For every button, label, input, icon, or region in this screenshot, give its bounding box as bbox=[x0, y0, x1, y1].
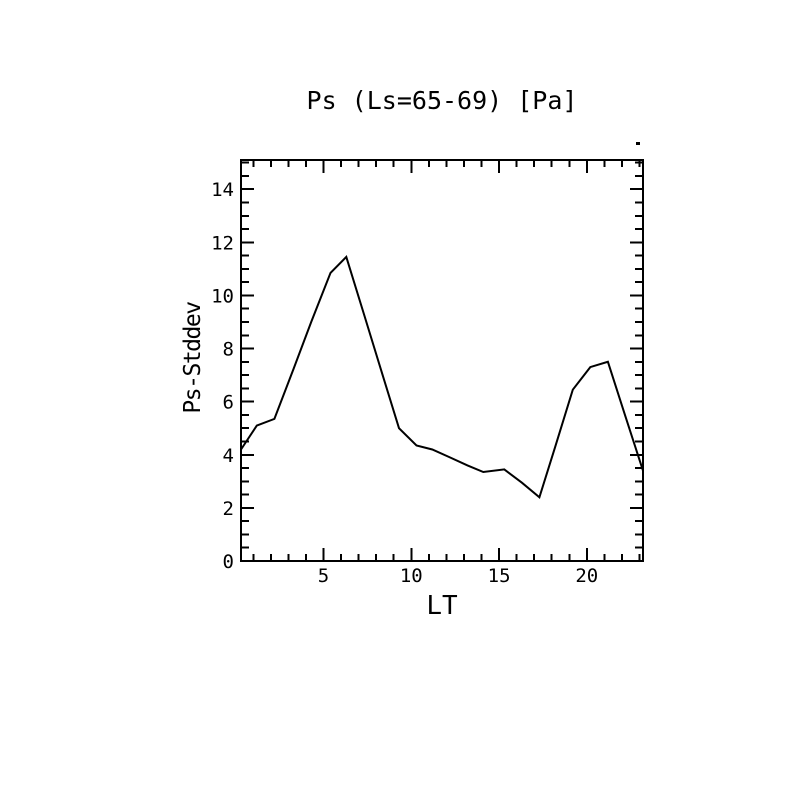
stray-dot bbox=[636, 142, 640, 145]
y-tick-label: 10 bbox=[211, 285, 234, 307]
y-tick-label: 0 bbox=[223, 551, 234, 573]
x-tick-label: 20 bbox=[575, 565, 598, 587]
x-axis-label: LT bbox=[426, 591, 458, 621]
y-tick-label: 2 bbox=[223, 498, 234, 520]
x-tick-label: 15 bbox=[488, 565, 511, 587]
x-tick-label: 10 bbox=[400, 565, 423, 587]
y-tick-label: 12 bbox=[211, 232, 234, 254]
y-tick-label: 8 bbox=[223, 339, 234, 361]
tick-labels: 5 10 15 20 0 2 4 6 8 10 12 14 bbox=[211, 179, 598, 587]
data-line bbox=[240, 255, 644, 500]
plot-frame bbox=[240, 159, 644, 562]
chart-title: Ps (Ls=65-69) [Pa] bbox=[306, 86, 578, 115]
axis-ticks bbox=[241, 160, 643, 562]
y-tick-label: 6 bbox=[223, 392, 234, 414]
y-tick-label: 14 bbox=[211, 179, 234, 201]
y-tick-label: 4 bbox=[223, 445, 234, 467]
y-axis-label: Ps-Stddev bbox=[180, 302, 206, 414]
x-tick-label: 5 bbox=[318, 565, 329, 587]
